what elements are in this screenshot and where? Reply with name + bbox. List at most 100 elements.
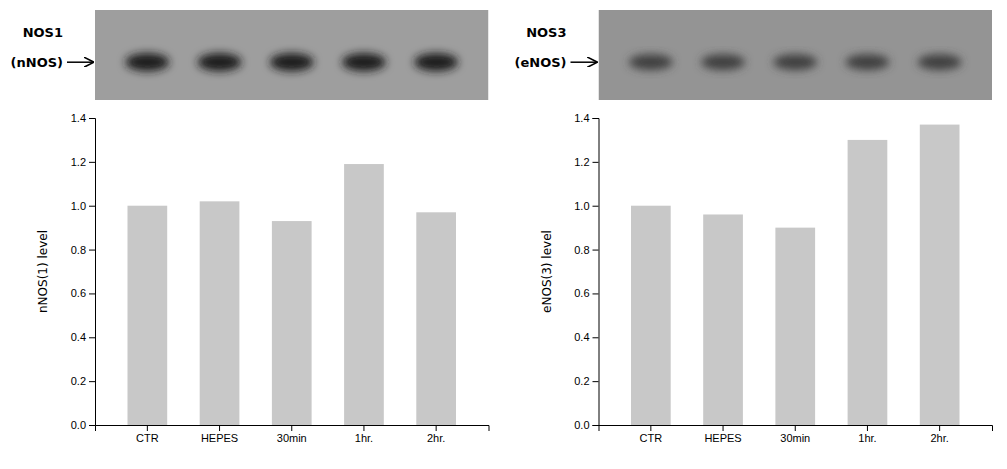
y-tick-mark	[593, 293, 599, 294]
annotation: NOS1	[23, 25, 63, 40]
bars	[631, 125, 960, 425]
y-tick: 0.4	[71, 331, 95, 343]
y-tick-mark	[89, 118, 95, 119]
y-tick: 0.8	[574, 244, 598, 256]
x-tick-label: CTR	[136, 432, 159, 444]
y-axis: 0.0 0.2 0.4 0.6 0.8 1.0 1.2 1.4	[71, 112, 96, 431]
y-tick: 0.8	[71, 244, 95, 256]
y-tick-label: 0.0	[574, 419, 589, 431]
bar	[127, 206, 167, 425]
annotation: (nNOS)	[11, 55, 63, 70]
panel: NOS1 (nNOS) 0.0 0.2 0.4 0.6 0.8 1.0 1.2 1.4 CTR HEP…	[11, 10, 489, 444]
x-tick-mark	[867, 425, 868, 431]
blot-band	[342, 53, 386, 71]
x-tick: CTR	[136, 425, 159, 444]
y-tick-mark	[593, 206, 599, 207]
y-tick-mark	[593, 250, 599, 251]
y-tick-label: 0.0	[71, 419, 86, 431]
annotation-arrow	[67, 61, 93, 63]
y-tick-mark	[89, 250, 95, 251]
y-tick-mark	[593, 425, 599, 426]
y-axis-title: nNOS(1) level	[36, 230, 50, 313]
x-tick-mark	[795, 425, 796, 431]
x-tick-label: 30min	[277, 432, 307, 444]
annotation: (eNOS)	[515, 55, 567, 70]
bar	[631, 206, 671, 425]
x-tick: 1hr.	[355, 425, 373, 444]
x-axis: CTR HEPES 30min 1hr. 2hr.	[96, 425, 490, 444]
x-tick-mark	[436, 425, 437, 431]
y-tick-mark	[593, 162, 599, 163]
y-tick-label: 0.4	[574, 331, 589, 343]
x-tick-label: 2hr.	[930, 432, 948, 444]
bars	[127, 164, 456, 425]
y-axis-line	[593, 119, 600, 426]
y-tick: 0.0	[71, 419, 95, 431]
x-axis-line	[599, 426, 993, 432]
x-tick-mark	[363, 425, 364, 431]
x-tick-mark	[939, 425, 940, 431]
y-tick: 0.2	[574, 375, 598, 387]
x-tick: 2hr.	[930, 425, 948, 444]
y-tick-label: 1.2	[574, 156, 589, 168]
y-tick: 1.2	[71, 156, 95, 168]
panel: NOS3 (eNOS) 0.0 0.2 0.4 0.6 0.8 1.0 1.2 1.4 CTR HEP…	[515, 10, 993, 444]
annotation-arrow	[571, 61, 597, 63]
blot-band	[126, 53, 170, 71]
x-tick: HEPES	[201, 425, 238, 444]
bar	[416, 212, 456, 425]
x-tick-label: 1hr.	[355, 432, 373, 444]
x-tick-mark	[147, 425, 148, 431]
x-tick: CTR	[640, 425, 663, 444]
y-tick: 1.0	[574, 200, 598, 212]
blot-image	[95, 10, 489, 100]
y-tick: 1.4	[71, 112, 95, 124]
x-tick-label: CTR	[640, 432, 663, 444]
x-tick-mark	[650, 425, 651, 431]
y-tick: 0.2	[71, 375, 95, 387]
x-tick-mark	[723, 425, 724, 431]
bar	[272, 221, 312, 425]
y-tick: 0.6	[574, 287, 598, 299]
blot-image	[599, 10, 993, 100]
x-tick-label: HEPES	[201, 432, 238, 444]
x-tick-label: 1hr.	[858, 432, 876, 444]
x-tick: 30min	[277, 425, 307, 444]
y-tick-mark	[593, 337, 599, 338]
blot-band	[198, 53, 242, 71]
blot-band	[846, 54, 890, 70]
blot-band	[918, 54, 962, 70]
y-tick-label: 0.2	[71, 375, 86, 387]
bar	[200, 201, 240, 425]
bar	[775, 228, 815, 425]
x-tick-label: HEPES	[704, 432, 741, 444]
x-tick-label: 2hr.	[427, 432, 445, 444]
y-tick-label: 0.8	[71, 244, 86, 256]
y-tick-label: 1.0	[574, 200, 589, 212]
y-tick-label: 0.6	[71, 287, 86, 299]
y-tick-label: 1.0	[71, 200, 86, 212]
bar	[703, 214, 743, 425]
bar	[920, 125, 960, 425]
blot-background	[95, 10, 489, 100]
y-tick-mark	[89, 381, 95, 382]
y-tick-label: 0.4	[71, 331, 86, 343]
blot-band	[701, 54, 745, 70]
y-tick: 0.4	[574, 331, 598, 343]
y-axis-line	[89, 119, 96, 426]
y-tick-label: 0.8	[574, 244, 589, 256]
blot-band	[773, 54, 817, 70]
y-tick-mark	[89, 206, 95, 207]
x-tick-mark	[219, 425, 220, 431]
x-tick: 1hr.	[858, 425, 876, 444]
x-axis: CTR HEPES 30min 1hr. 2hr.	[599, 425, 993, 444]
y-tick-label: 1.4	[71, 112, 86, 124]
bar	[344, 164, 384, 425]
y-tick: 1.2	[574, 156, 598, 168]
x-tick: HEPES	[704, 425, 741, 444]
annotation: NOS3	[526, 25, 566, 40]
y-tick-label: 1.4	[574, 112, 589, 124]
y-tick-mark	[593, 118, 599, 119]
blot-band	[629, 54, 673, 70]
x-tick: 30min	[780, 425, 810, 444]
